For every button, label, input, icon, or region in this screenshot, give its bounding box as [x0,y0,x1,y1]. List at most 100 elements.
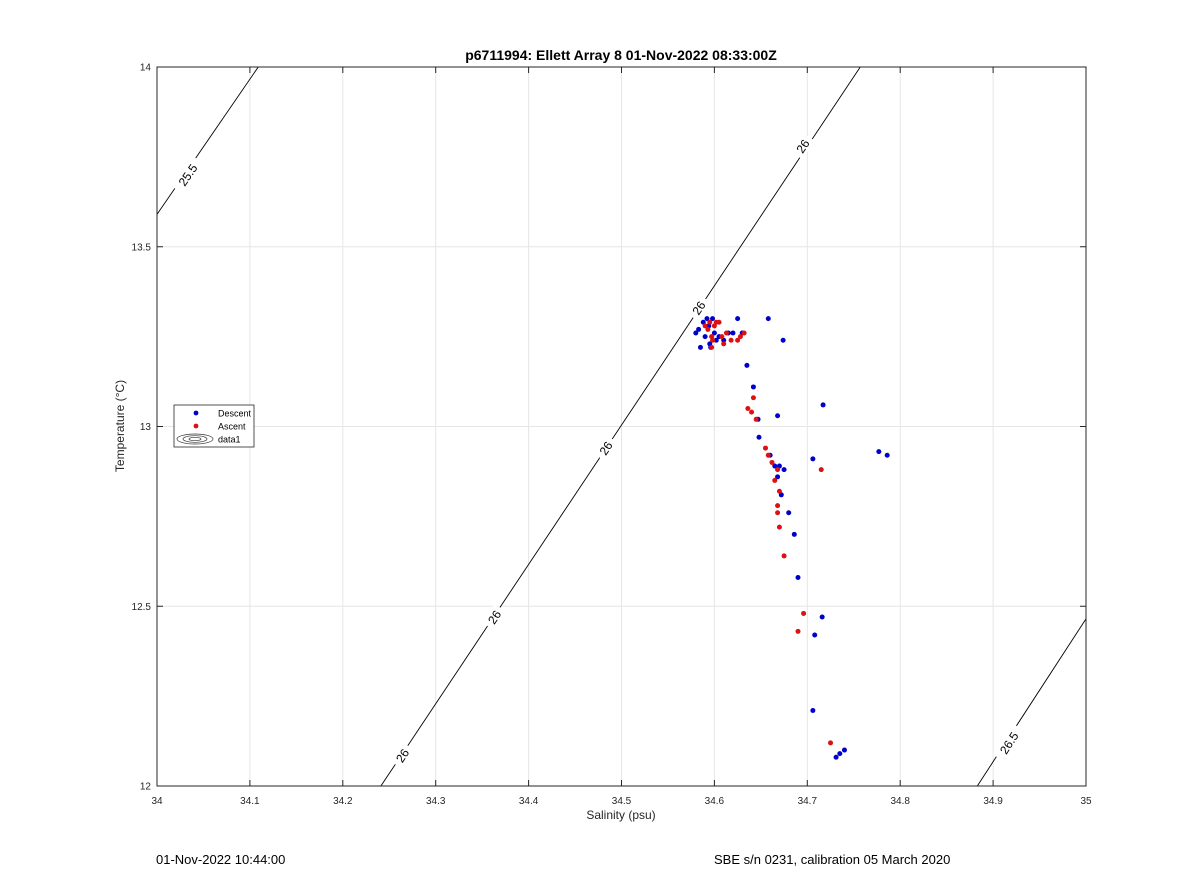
ascent-point [741,330,747,336]
isopycnal-label-gap [992,723,1025,763]
descent-point [837,751,843,757]
descent-point [697,344,703,350]
ascent-point [721,341,727,347]
descent-point [810,708,816,714]
ascent-point [737,334,743,340]
ascent-point [728,337,734,343]
ascent-point [705,326,711,332]
descent-point [775,413,781,419]
descent-point [780,337,786,343]
descent-point [791,531,797,537]
isopycnal-line [380,66,861,787]
y-tick-label: 13 [140,422,152,433]
x-tick-label: 34 [151,796,163,807]
ascent-point [765,452,771,458]
legend-descent-label: Descent [218,409,252,419]
ascent-point [769,459,775,465]
data-points [693,316,890,760]
chart-title: p6711994: Ellett Array 8 01-Nov-2022 08:… [465,47,777,63]
descent-point [833,754,839,760]
descent-point [772,463,778,469]
descent-point [713,337,719,343]
y-tick-label: 14 [140,63,152,74]
ascent-point [745,406,751,412]
x-tick-label: 34.9 [983,796,1003,807]
isopycnal-line [156,66,259,215]
ascent-point [775,503,781,509]
x-tick-label: 34.8 [890,796,910,807]
x-tick-label: 34.2 [333,796,353,807]
ascent-point [818,467,824,473]
ascent-point [776,488,782,494]
descent-point [735,316,741,322]
x-tick-label: 34.1 [240,796,260,807]
isopycnal-label-gap [593,434,618,462]
ascent-point [735,337,741,343]
ascent-point [710,337,716,343]
y-axis-label: Temperature (°C) [113,380,127,472]
ascent-point [801,610,807,616]
x-axis-label: Salinity (psu) [586,808,655,822]
descent-point [781,467,787,473]
descent-point [696,326,702,332]
legend-ascent-marker [193,423,199,429]
axis-ticks: 34 34.1 34.2 34.3 34.4 34.5 34.6 34.7 34.8 34.9 35… [132,63,1092,808]
ascent-point [781,553,787,559]
descent-point [795,574,801,580]
ascent-point [775,510,781,516]
descent-point [775,474,781,480]
descent-point [710,316,716,322]
descent-point [744,362,750,368]
descent-point [765,316,771,322]
ascent-point [753,416,759,422]
footer-timestamp: 01-Nov-2022 10:44:00 [156,852,286,867]
descent-point [704,316,710,322]
x-tick-label: 34.3 [426,796,446,807]
descent-point [702,334,708,340]
x-tick-label: 34.6 [705,796,725,807]
legend-descent-marker [193,410,199,416]
descent-point [693,330,699,336]
y-tick-label: 12.5 [132,602,152,613]
descent-point [820,402,826,408]
ascent-point [828,740,834,746]
ascent-point [707,319,713,325]
ascent-point [762,445,768,451]
y-tick-label: 12 [140,782,152,793]
descent-point [730,330,736,336]
ascent-point [709,344,715,350]
footer-calibration: SBE s/n 0231, calibration 05 March 2020 [714,852,951,867]
descent-point [711,330,717,336]
grid-lines [156,66,1087,787]
legend-contour-icon [176,433,214,445]
ascent-point [772,477,778,483]
isopycnal-label-gap [390,742,415,769]
isopycnal-label-gap [686,294,711,322]
descent-point [810,456,816,462]
descent-point [750,384,756,390]
isopycnal-label-gap [171,155,204,194]
ascent-point [776,524,782,530]
descent-point [786,510,792,516]
legend-data1-label: data1 [218,435,241,445]
legend: Descent Ascent data1 [173,404,255,448]
ascent-point [719,334,725,340]
descent-point [812,632,818,638]
isopycnal-label-gap [790,132,815,160]
x-tick-label: 34.4 [519,796,539,807]
y-tick-label: 13.5 [132,242,152,253]
descent-point [876,449,882,455]
isopycnal-label-gap [482,603,507,631]
isopycnal-line [976,618,1087,787]
ascent-point [749,409,755,415]
descent-point [884,452,890,458]
ascent-point [775,467,781,473]
ascent-point [795,628,801,634]
legend-box [173,404,255,448]
descent-point [819,614,825,620]
descent-point [841,747,847,753]
x-tick-label: 34.5 [612,796,632,807]
descent-point [756,434,762,440]
